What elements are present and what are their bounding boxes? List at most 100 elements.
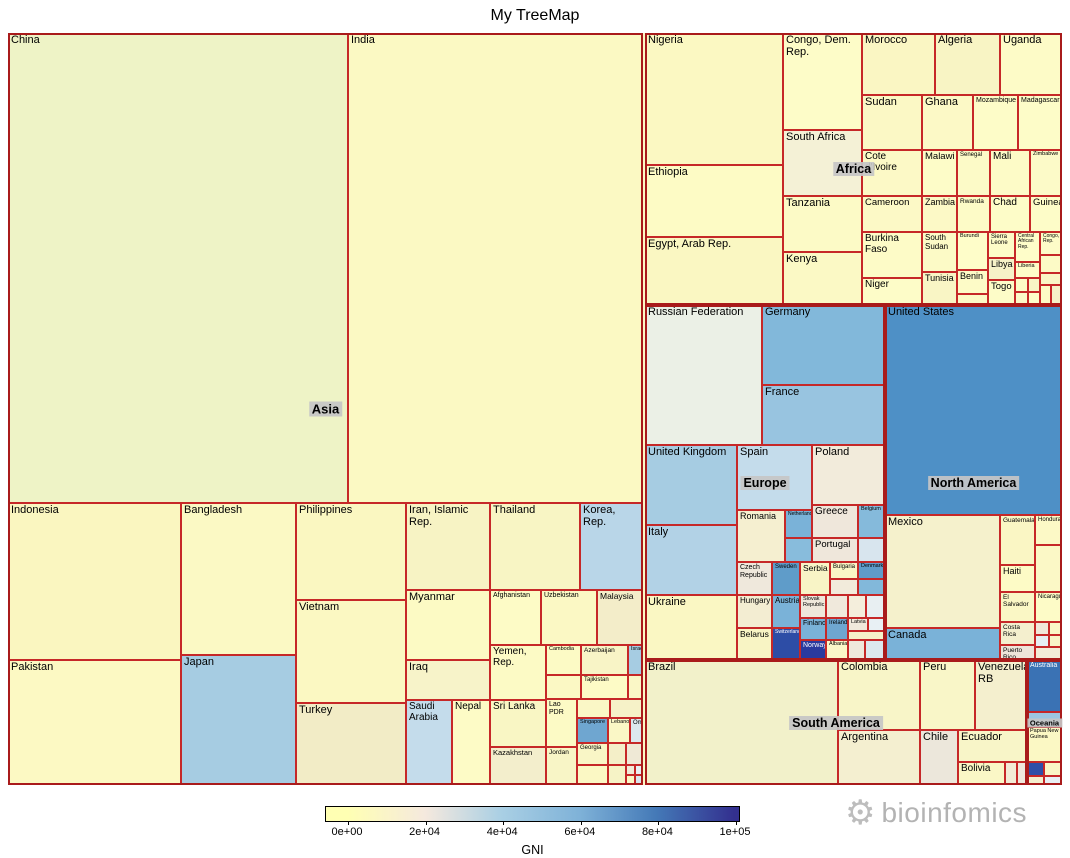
chart-title: My TreeMap (490, 7, 580, 24)
country-label: Spain (740, 446, 769, 458)
country-label: El Salvador (1003, 594, 1029, 609)
cell-puerto-rico: Puerto Rico (1000, 645, 1035, 660)
country-label: Kenya (786, 253, 818, 265)
cell-indonesia: Indonesia (8, 503, 181, 660)
cell-liberia: Liberia (1015, 262, 1040, 278)
country-label: Afghanistan (493, 592, 530, 599)
cell-papua-new-guinea: Papua New Guinea (1027, 727, 1062, 762)
cell-pakistan: Pakistan (8, 660, 181, 785)
cell-nigeria: Nigeria (645, 33, 783, 165)
country-label: Korea, Rep. (583, 504, 616, 528)
cell-burundi: Burundi (957, 232, 988, 270)
country-label: Sweden (775, 564, 797, 570)
legend-tick-label: 4e+04 (486, 826, 518, 838)
cell-chad: Chad (990, 196, 1030, 232)
cell-unlabeled (1035, 635, 1049, 647)
country-label: Sri Lanka (493, 701, 536, 712)
country-label: Poland (815, 446, 850, 458)
country-label: Ireland (829, 620, 848, 626)
cell-unlabeled (1049, 635, 1062, 647)
cell-unlabeled (1040, 273, 1062, 285)
country-label: Ukraine (648, 596, 686, 608)
cell-finland: Finland (800, 618, 826, 640)
country-label: Israel (631, 646, 643, 652)
country-label: France (765, 386, 800, 398)
country-label: Congo, Rep. (1043, 233, 1060, 245)
country-label: Sierra Leone (991, 234, 1008, 247)
cell-south-africa: South Africa (783, 130, 862, 196)
cell-tajikistan: Tajikistan (581, 675, 628, 699)
cell-unlabeled (546, 675, 581, 699)
country-label: Brazil (648, 661, 676, 673)
cell-unlabeled (785, 538, 812, 562)
cell-sweden: Sweden (772, 562, 800, 595)
country-label: Romania (740, 511, 777, 521)
country-label: Jordan (549, 749, 569, 756)
country-label: Turkey (299, 704, 333, 716)
cell-senegal: Senegal (957, 150, 990, 196)
country-label: Oman (633, 720, 643, 726)
cell-united-kingdom: United Kingdom (645, 445, 737, 525)
country-label: Venezuela, RB (978, 661, 1027, 685)
legend-tick-label: 6e+04 (564, 826, 596, 838)
country-label: Indonesia (11, 504, 59, 516)
country-label: China (11, 34, 40, 46)
country-label: Madagascar (1021, 97, 1060, 104)
legend-axis-label: GNI (521, 843, 544, 857)
cell-belarus: Belarus (737, 628, 772, 660)
cell-peru: Peru (920, 660, 975, 730)
cell-azerbaijan: Azerbaijan (581, 645, 628, 675)
cell-malaysia: Malaysia (597, 590, 643, 645)
cell-jordan: Jordan (546, 747, 577, 785)
country-label: Central African Rep. (1018, 233, 1035, 250)
country-label: Morocco (865, 34, 908, 46)
cell-japan: Japan (181, 655, 296, 785)
cell-guatemala: Guatemala (1000, 515, 1035, 565)
country-label: United Kingdom (648, 446, 727, 458)
legend-tick-label: 8e+04 (641, 826, 673, 838)
country-label: Kazakhstan (493, 748, 533, 757)
country-label: Hungary (740, 596, 771, 605)
cell-oman: Oman (630, 718, 643, 743)
country-label: Algeria (938, 34, 973, 46)
legend-tick (348, 821, 349, 825)
country-label: India (351, 34, 375, 46)
country-label: United States (888, 306, 955, 318)
cell-romania: Romania (737, 510, 785, 562)
cell-unlabeled (1044, 776, 1062, 785)
cell-unlabeled (866, 595, 885, 618)
cell-czech-republic: Czech Republic (737, 562, 772, 595)
country-label: Malaysia (600, 591, 634, 601)
watermark-text: bioinfomics (881, 797, 1028, 828)
cell-unlabeled (577, 699, 610, 718)
cell-ukraine: Ukraine (645, 595, 737, 660)
cell-netherlands: Netherlands (785, 510, 812, 538)
cell-unlabeled (848, 595, 866, 618)
cell-united-states: United States (885, 305, 1062, 515)
cell-unlabeled (1027, 712, 1062, 727)
cell-canada: Canada (885, 628, 1000, 660)
cell-egypt-arab-rep: Egypt, Arab Rep. (645, 237, 783, 305)
country-label: Lao PDR (549, 701, 564, 716)
cell-albania: Albania (826, 640, 848, 660)
cell-georgia: Georgia (577, 743, 608, 765)
cell-greece: Greece (812, 505, 858, 538)
country-label: Pakistan (11, 661, 54, 673)
country-label: Nicaragua (1038, 594, 1062, 600)
cell-unlabeled (848, 631, 885, 640)
cell-sierra-leone: Sierra Leone (988, 232, 1015, 258)
country-label: Russian Federation (648, 306, 744, 318)
cell-cambodia: Cambodia (546, 645, 581, 675)
country-label: Lebanon (611, 719, 630, 725)
country-label: Italy (648, 526, 669, 538)
cell-italy: Italy (645, 525, 737, 595)
cell-kazakhstan: Kazakhstan (490, 747, 546, 785)
country-label: Vietnam (299, 601, 340, 613)
cell-unlabeled (1051, 285, 1062, 305)
country-label: Portugal (815, 539, 851, 550)
cell-unlabeled (1028, 278, 1040, 292)
country-label: Greece (815, 506, 848, 517)
cell-uganda: Uganda (1000, 33, 1062, 95)
cell-sri-lanka: Sri Lanka (490, 700, 546, 747)
country-label: Myanmar (409, 591, 455, 603)
